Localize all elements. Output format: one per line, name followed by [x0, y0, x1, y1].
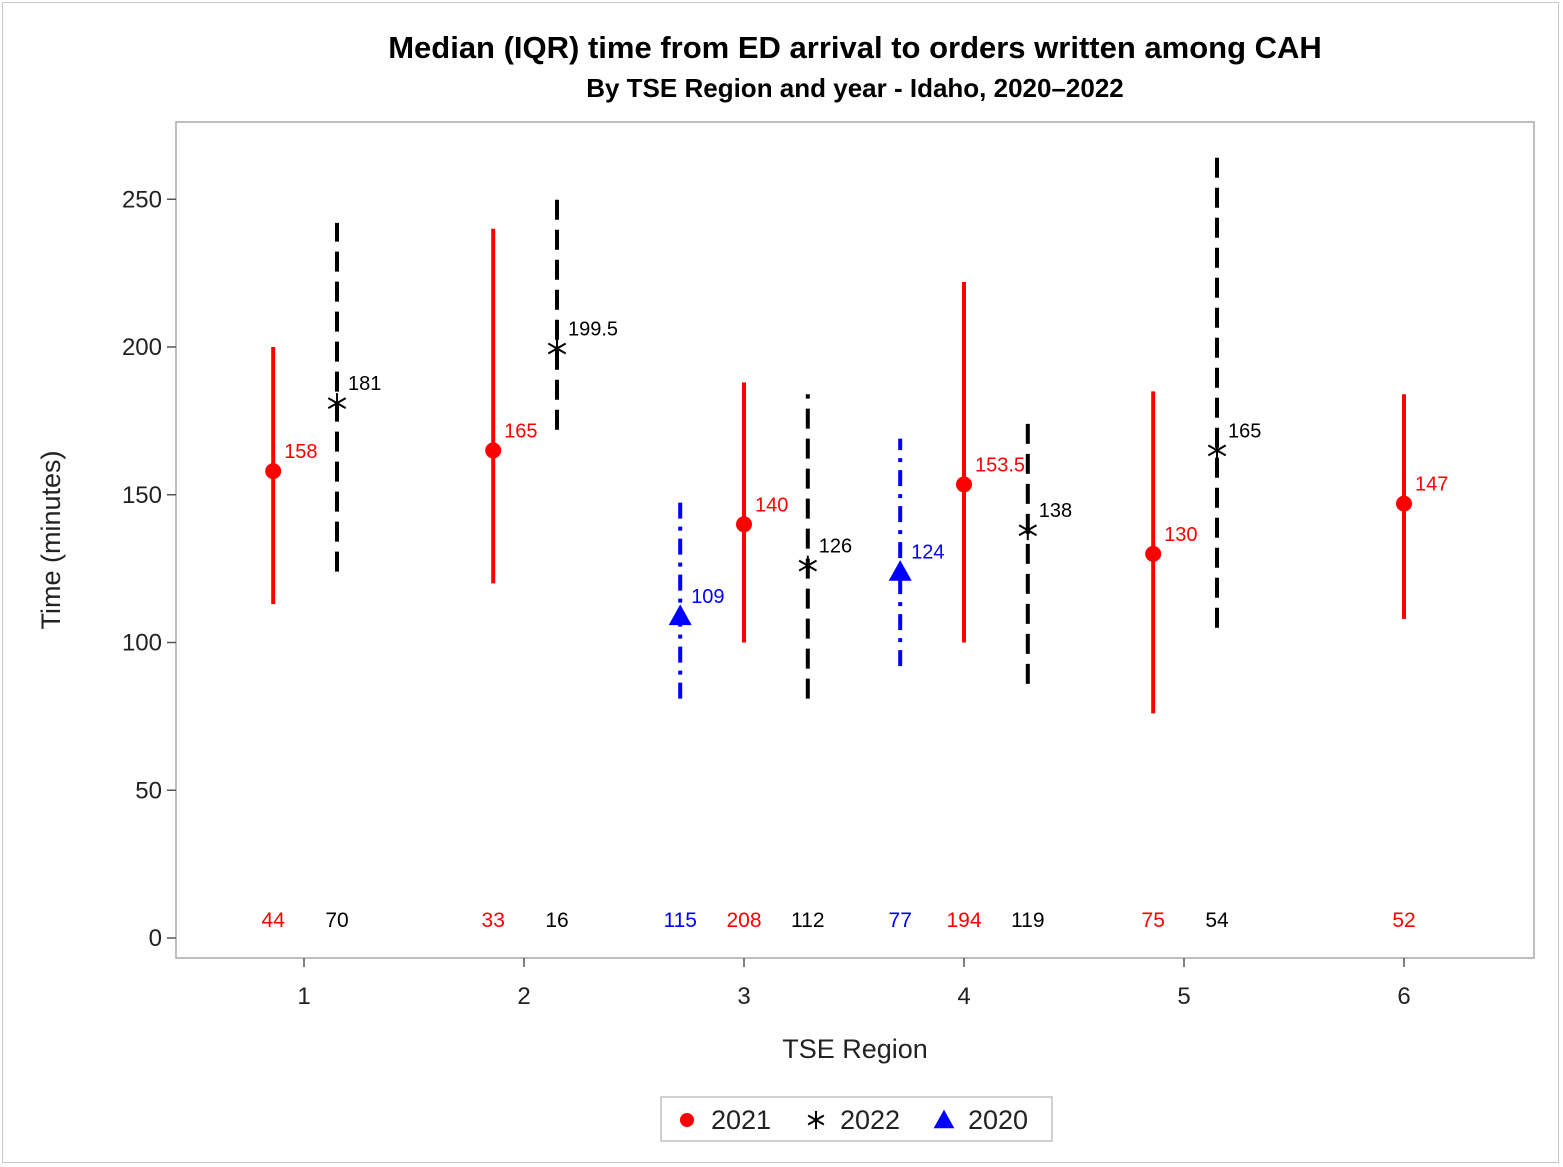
x-tick-label: 1	[297, 983, 310, 1010]
median-marker	[547, 338, 567, 359]
y-tick-label: 200	[122, 334, 162, 361]
median-marker	[485, 442, 502, 459]
median-marker	[265, 463, 282, 480]
count-label: 119	[1011, 909, 1044, 932]
count-label: 208	[726, 909, 761, 932]
count-label: 77	[889, 909, 912, 932]
median-marker	[798, 555, 817, 576]
median-label: 181	[348, 373, 381, 395]
median-label: 140	[755, 494, 788, 516]
y-tick-label: 0	[149, 925, 162, 952]
count-label: 33	[482, 909, 505, 932]
chart-subtitle: By TSE Region and year - Idaho, 2020–202…	[586, 73, 1124, 103]
x-tick-label: 2	[517, 983, 530, 1010]
plot-area	[175, 121, 1535, 959]
median-marker	[888, 560, 912, 581]
median-label: 126	[819, 536, 852, 558]
y-tick-label: 100	[122, 630, 162, 657]
median-label: 138	[1039, 500, 1072, 522]
chart-title: Median (IQR) time from ED arrival to ord…	[388, 30, 1322, 65]
y-axis-label: Time (minutes)	[36, 450, 66, 629]
series-2020: 109 115 124 77	[663, 438, 945, 932]
series-2021: 158 44 165 33 140 208 153.5 194 130 75 147 52	[262, 228, 1448, 932]
x-tick-label: 3	[737, 983, 750, 1010]
median-label: 109	[691, 586, 724, 608]
y-axis: 0 50 100 150 200 250	[122, 186, 176, 952]
median-marker	[1145, 545, 1162, 562]
x-tick-label: 5	[1177, 983, 1190, 1010]
y-tick-label: 250	[122, 186, 162, 213]
legend-label: 2020	[968, 1105, 1028, 1135]
count-label: 75	[1142, 909, 1165, 932]
median-label: 153.5	[975, 454, 1025, 476]
count-label: 112	[791, 909, 824, 932]
count-label: 194	[946, 909, 981, 932]
median-label: 147	[1415, 474, 1448, 496]
median-marker	[1396, 495, 1412, 512]
median-marker	[736, 516, 752, 533]
legend: 2021 2022 2020	[680, 1105, 1028, 1135]
x-axis-label: TSE Region	[782, 1034, 928, 1064]
legend-item-2022: 2022	[807, 1105, 900, 1135]
legend-marker	[680, 1113, 694, 1127]
median-label: 199.5	[568, 318, 618, 340]
count-label: 52	[1392, 909, 1415, 932]
series-2022: 181 70 199.5 16 126 112 138 119 165 54	[325, 154, 1261, 932]
legend-marker	[933, 1109, 955, 1129]
median-label: 124	[911, 542, 944, 564]
median-marker	[1018, 520, 1037, 541]
median-marker	[327, 393, 347, 414]
x-tick-label: 4	[957, 983, 970, 1010]
legend-label: 2022	[840, 1105, 900, 1135]
median-marker	[956, 476, 972, 493]
x-tick-label: 6	[1397, 983, 1410, 1010]
count-label: 16	[545, 909, 568, 932]
data-marks: 1584416533140208153.51941307514752181701…	[262, 154, 1448, 932]
median-marker	[1207, 440, 1227, 461]
legend-item-2020: 2020	[933, 1105, 1028, 1135]
legend-box	[660, 1096, 1053, 1142]
median-marker	[668, 604, 692, 626]
y-tick-label: 150	[122, 482, 162, 509]
count-label: 54	[1205, 909, 1229, 932]
count-label: 44	[262, 909, 286, 932]
legend-item-2021: 2021	[680, 1105, 771, 1135]
median-label: 130	[1164, 524, 1197, 546]
median-label: 165	[1228, 420, 1261, 442]
x-axis: 1 2 3 4 5 6	[297, 958, 1411, 1010]
count-label: 115	[663, 909, 696, 932]
legend-marker	[807, 1111, 825, 1129]
median-label: 165	[504, 420, 537, 442]
y-tick-label: 50	[135, 777, 162, 804]
count-label: 70	[325, 909, 348, 932]
median-label: 158	[284, 441, 317, 463]
legend-label: 2021	[711, 1105, 771, 1135]
